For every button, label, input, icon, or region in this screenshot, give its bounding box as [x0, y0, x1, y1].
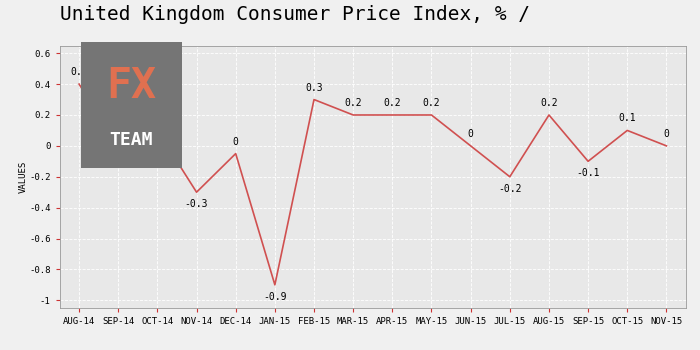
- Text: FX: FX: [106, 65, 156, 107]
- Text: 0.2: 0.2: [540, 98, 558, 108]
- Text: 0.3: 0.3: [305, 83, 323, 93]
- Text: 0.1: 0.1: [619, 113, 636, 124]
- Text: 0.1: 0.1: [148, 113, 166, 124]
- Text: -0.9: -0.9: [263, 292, 286, 302]
- Text: 0: 0: [233, 136, 239, 147]
- Text: 0.4: 0.4: [70, 67, 88, 77]
- Text: 0: 0: [468, 129, 474, 139]
- Text: 0: 0: [664, 129, 669, 139]
- Text: -0.3: -0.3: [185, 199, 209, 209]
- Text: 0.2: 0.2: [384, 98, 401, 108]
- Text: 0.2: 0.2: [344, 98, 362, 108]
- Text: 0.2: 0.2: [423, 98, 440, 108]
- Text: -0.1: -0.1: [576, 168, 600, 178]
- Text: United Kingdom Consumer Price Index, % /: United Kingdom Consumer Price Index, % /: [60, 6, 529, 25]
- Text: -0.2: -0.2: [498, 184, 522, 194]
- Text: TEAM: TEAM: [109, 131, 153, 149]
- Y-axis label: VALUES: VALUES: [19, 161, 27, 193]
- Text: 0: 0: [116, 129, 121, 139]
